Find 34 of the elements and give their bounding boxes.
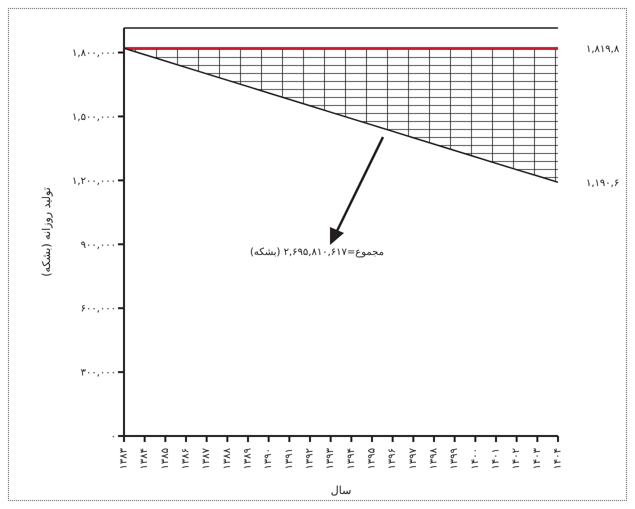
x-tick-label: ۱۴۰۰ <box>470 448 481 470</box>
y-tick-label: ۹۰۰,۰۰۰ <box>80 240 116 251</box>
x-tick-label: ۱۳۹۶ <box>387 448 398 470</box>
y-tick-label: ۱,۸۰۰,۰۰۰ <box>72 48 116 60</box>
x-tick-label: ۱۳۹۴ <box>346 448 357 470</box>
x-tick-label: ۱۳۹۱ <box>284 448 295 470</box>
x-tick-label: ۱۳۹۷ <box>408 447 419 470</box>
y-tick-label: ۰ <box>110 432 116 443</box>
x-tick-label: ۱۳۸۸ <box>222 447 233 470</box>
x-tick-label: ۱۳۹۲ <box>304 448 316 470</box>
annotation: مجموع=۲,۶۹۵,۸۱۰,۶۱۷ (بشکه) <box>250 247 384 258</box>
x-tick-label: ۱۳۸۴ <box>139 448 150 470</box>
x-tick-label: ۱۳۹۹ <box>449 448 460 470</box>
x-tick-label: ۱۳۹۸ <box>428 447 440 470</box>
y-tick-label: ۱,۵۰۰,۰۰۰ <box>72 112 116 123</box>
x-tick-label: ۱۳۸۳ <box>118 447 130 470</box>
x-tick-label: ۱۳۹۳ <box>325 447 336 470</box>
y-axis-title: تولید روزانه (بشکه) <box>40 187 53 277</box>
x-tick-label: ۱۴۰۱ <box>490 448 502 470</box>
x-tick-label: ۱۳۸۹ <box>242 448 254 470</box>
y-tick-label: ۶۰۰,۰۰۰ <box>80 304 116 315</box>
x-tick-label: ۱۳۸۵ <box>160 448 171 470</box>
x-tick-label: ۱۳۸۶ <box>180 448 192 470</box>
x-tick-label: ۱۳۹۵ <box>366 448 378 470</box>
x-tick-label: ۱۴۰۳ <box>532 447 543 470</box>
annotation: ۱,۱۹۰,۶ <box>586 178 620 189</box>
annotation: ۱,۸۱۹,۸ <box>586 44 620 55</box>
x-tick-label: ۱۴۰۴ <box>552 448 564 470</box>
x-axis-title: سال <box>330 484 352 497</box>
y-tick-label: ۳۰۰,۰۰۰ <box>80 368 116 379</box>
y-tick-label: ۱,۲۰۰,۰۰۰ <box>72 176 116 187</box>
x-tick-label: ۱۳۸۷ <box>201 447 212 470</box>
x-tick-label: ۱۴۰۲ <box>511 448 522 470</box>
x-tick-label: ۱۳۹۰ <box>263 448 274 470</box>
